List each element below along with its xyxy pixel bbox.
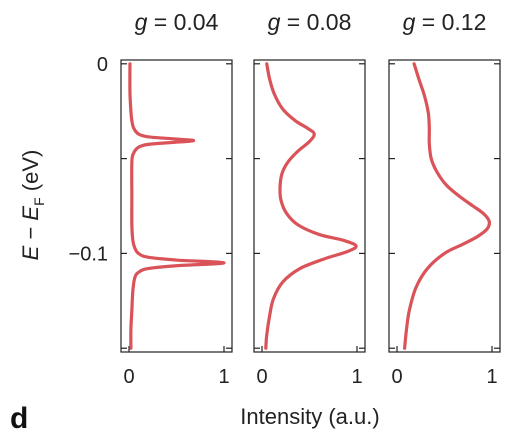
- x-tick-label: 0: [256, 366, 267, 388]
- panel-title: g = 0.04: [135, 9, 219, 35]
- y-axis-label-var: E: [18, 245, 43, 260]
- y-axis-label-sub: F: [31, 197, 47, 206]
- x-tick-label: 0: [391, 366, 402, 388]
- panel-title-value: = 0.08: [280, 9, 351, 35]
- panel-frame: [388, 59, 501, 353]
- panel-title: g = 0.08: [268, 9, 352, 35]
- panel-1: g = 0.04 0 −0.1 0 1: [69, 9, 233, 388]
- x-axis-label: Intensity (a.u.): [240, 404, 379, 429]
- y-axis-label-unit: (eV): [18, 150, 43, 198]
- panel-title: g = 0.12: [403, 9, 487, 35]
- panel-title-var: g: [135, 9, 148, 35]
- y-tick-label: 0: [97, 54, 108, 76]
- x-tick-label: 1: [218, 366, 229, 388]
- panel-3: g = 0.12 0 1: [388, 9, 501, 388]
- series-line-panel-3: [403, 62, 491, 350]
- series-line-panel-2: [264, 62, 358, 350]
- panel-title-var: g: [403, 9, 416, 35]
- x-tick-label: 1: [486, 366, 497, 388]
- x-tick-label: 0: [123, 366, 134, 388]
- panel-letter: d: [10, 402, 28, 431]
- series-line-panel-1: [128, 62, 226, 350]
- panel-frame: [253, 59, 366, 353]
- panel-title-value: = 0.12: [415, 9, 486, 35]
- y-axis-label-var2: E: [18, 206, 43, 221]
- y-axis-label: E − EF (eV): [18, 150, 47, 261]
- panels-layer: g = 0.04 0 −0.1 0 1 g = 0.08 0 1 g = 0.12 0 1: [69, 9, 501, 388]
- y-tick-label: −0.1: [69, 243, 108, 265]
- panel-title-value: = 0.04: [147, 9, 218, 35]
- y-axis-label-minus: −: [18, 221, 43, 246]
- x-tick-label: 1: [351, 366, 362, 388]
- panel-frame: [120, 59, 233, 353]
- panel-2: g = 0.08 0 1: [253, 9, 366, 388]
- panel-title-var: g: [268, 9, 281, 35]
